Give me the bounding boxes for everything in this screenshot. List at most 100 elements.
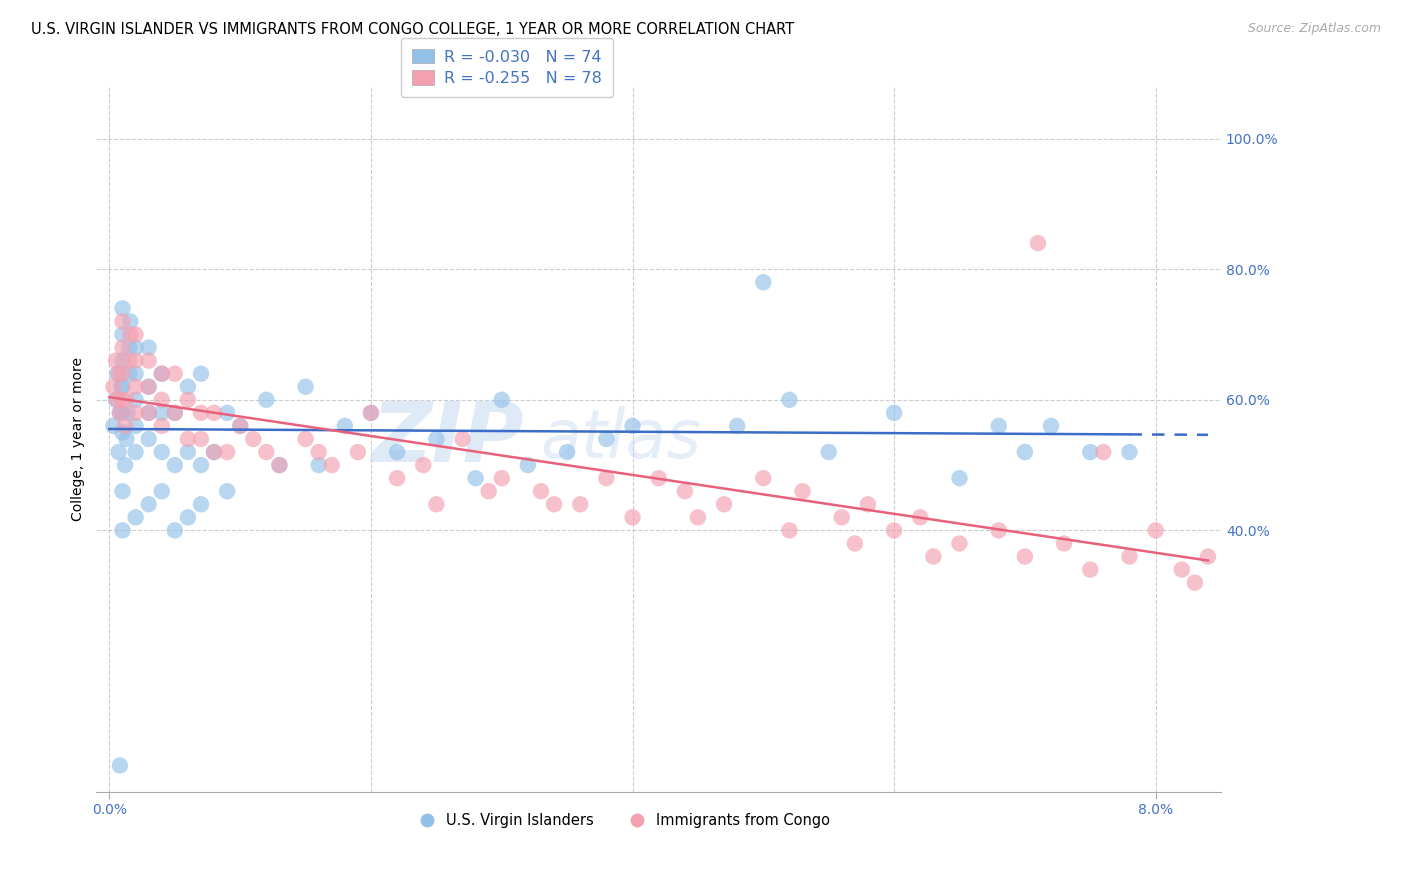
Point	[202, 445, 225, 459]
Point	[516, 458, 538, 472]
Point	[464, 471, 486, 485]
Point	[104, 353, 127, 368]
Point	[385, 445, 408, 459]
Point	[333, 418, 356, 433]
Point	[817, 445, 839, 459]
Point	[163, 367, 186, 381]
Point	[910, 510, 932, 524]
Point	[360, 406, 382, 420]
Point	[948, 536, 970, 550]
Point	[177, 432, 200, 446]
Point	[1040, 418, 1063, 433]
Point	[138, 406, 160, 420]
Point	[673, 484, 696, 499]
Point	[117, 406, 139, 420]
Point	[190, 458, 212, 472]
Point	[217, 484, 239, 499]
Point	[1118, 549, 1140, 564]
Point	[114, 418, 136, 433]
Point	[110, 380, 132, 394]
Point	[107, 445, 129, 459]
Legend: U.S. Virgin Islanders, Immigrants from Congo: U.S. Virgin Islanders, Immigrants from C…	[413, 807, 837, 834]
Point	[163, 406, 186, 420]
Point	[647, 471, 669, 485]
Point	[163, 406, 186, 420]
Point	[1144, 524, 1167, 538]
Point	[569, 497, 592, 511]
Point	[360, 406, 382, 420]
Point	[347, 445, 370, 459]
Point	[621, 418, 644, 433]
Point	[124, 392, 146, 407]
Point	[150, 392, 173, 407]
Point	[1078, 563, 1101, 577]
Point	[948, 471, 970, 485]
Point	[118, 353, 141, 368]
Point	[138, 406, 160, 420]
Point	[1171, 563, 1194, 577]
Point	[103, 418, 125, 433]
Point	[124, 353, 146, 368]
Point	[115, 432, 138, 446]
Point	[254, 392, 277, 407]
Point	[138, 497, 160, 511]
Point	[118, 341, 141, 355]
Text: ZIP: ZIP	[371, 399, 523, 480]
Point	[115, 392, 138, 407]
Point	[124, 406, 146, 420]
Text: atlas: atlas	[540, 406, 702, 472]
Point	[425, 432, 447, 446]
Point	[111, 341, 134, 355]
Point	[831, 510, 853, 524]
Point	[108, 406, 131, 420]
Point	[163, 458, 186, 472]
Point	[269, 458, 291, 472]
Point	[1053, 536, 1076, 550]
Point	[922, 549, 945, 564]
Point	[1014, 445, 1036, 459]
Point	[111, 484, 134, 499]
Point	[111, 524, 134, 538]
Point	[150, 418, 173, 433]
Point	[177, 392, 200, 407]
Point	[111, 406, 134, 420]
Point	[321, 458, 343, 472]
Point	[478, 484, 501, 499]
Y-axis label: College, 1 year or more: College, 1 year or more	[72, 357, 86, 521]
Point	[150, 445, 173, 459]
Point	[555, 445, 578, 459]
Point	[1026, 236, 1049, 251]
Point	[269, 458, 291, 472]
Point	[111, 367, 134, 381]
Point	[107, 367, 129, 381]
Point	[713, 497, 735, 511]
Point	[104, 392, 127, 407]
Point	[792, 484, 814, 499]
Point	[1092, 445, 1115, 459]
Point	[229, 418, 252, 433]
Point	[150, 484, 173, 499]
Point	[138, 432, 160, 446]
Point	[883, 524, 905, 538]
Point	[124, 327, 146, 342]
Point	[177, 510, 200, 524]
Point	[111, 301, 134, 316]
Point	[124, 445, 146, 459]
Point	[308, 458, 330, 472]
Point	[124, 367, 146, 381]
Point	[294, 432, 316, 446]
Point	[308, 445, 330, 459]
Point	[217, 445, 239, 459]
Point	[120, 327, 142, 342]
Point	[190, 497, 212, 511]
Point	[108, 406, 131, 420]
Point	[686, 510, 709, 524]
Point	[124, 380, 146, 394]
Point	[543, 497, 565, 511]
Point	[190, 367, 212, 381]
Point	[425, 497, 447, 511]
Point	[1078, 445, 1101, 459]
Text: U.S. VIRGIN ISLANDER VS IMMIGRANTS FROM CONGO COLLEGE, 1 YEAR OR MORE CORRELATIO: U.S. VIRGIN ISLANDER VS IMMIGRANTS FROM …	[31, 22, 794, 37]
Point	[491, 471, 513, 485]
Point	[1118, 445, 1140, 459]
